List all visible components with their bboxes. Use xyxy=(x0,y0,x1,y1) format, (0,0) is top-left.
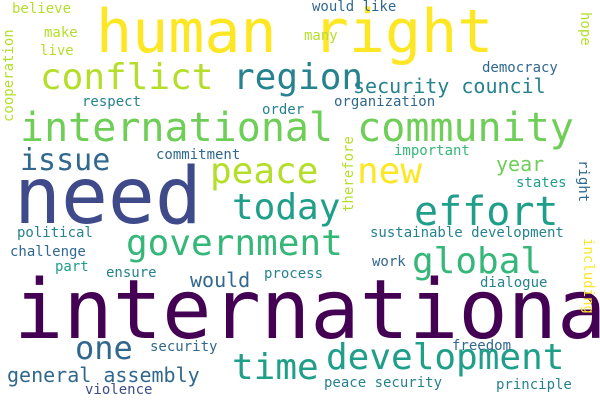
word-international-community: international community xyxy=(20,105,574,151)
word-process: process xyxy=(264,266,324,282)
word-make: make xyxy=(44,25,78,41)
word-respect: respect xyxy=(82,94,142,110)
word-issue: issue xyxy=(20,143,111,178)
word-time: time xyxy=(232,347,319,388)
word-would-like: would like xyxy=(312,0,397,15)
word-effort: effort xyxy=(414,189,559,235)
word-peace-security: peace security xyxy=(324,375,443,391)
word-need: need xyxy=(14,152,202,242)
word-dialogue: dialogue xyxy=(480,275,548,291)
word-general-assembly: general assembly xyxy=(7,363,200,387)
word-new: new xyxy=(357,151,423,192)
word-violence: violence xyxy=(85,382,153,398)
word-today: today xyxy=(232,187,341,228)
word-order: order xyxy=(262,102,305,118)
word-security: security xyxy=(150,339,218,355)
word-commitment: commitment xyxy=(156,147,241,163)
word-government: government xyxy=(126,223,343,264)
word-political: political xyxy=(17,225,93,241)
word-human-right: human right xyxy=(96,0,494,67)
word-organization: organization xyxy=(334,94,436,110)
word-therefore: therefore xyxy=(341,136,357,212)
word-important: important xyxy=(394,143,470,159)
word-including: including xyxy=(580,238,596,314)
word-development: development xyxy=(326,337,565,378)
word-freedom: freedom xyxy=(452,338,512,354)
word-region: region xyxy=(233,57,364,98)
word-one: one xyxy=(75,329,133,367)
word-believe: believe xyxy=(12,1,72,17)
word-live: live xyxy=(40,43,74,59)
word-ensure: ensure xyxy=(106,265,157,281)
word-hope: hope xyxy=(577,12,593,46)
word-part: part xyxy=(55,259,89,275)
word-right: right xyxy=(575,160,591,203)
word-work: work xyxy=(372,254,406,270)
word-cooperation: cooperation xyxy=(1,29,17,122)
word-democracy: democracy xyxy=(482,60,558,76)
word-principle: principle xyxy=(496,377,572,393)
word-conflict: conflict xyxy=(40,57,214,98)
word-sustainable-development: sustainable development xyxy=(370,225,564,241)
word-peace: peace xyxy=(210,151,319,192)
word-challenge: challenge xyxy=(10,244,86,260)
word-states: states xyxy=(516,175,567,191)
word-year: year xyxy=(496,152,545,176)
word-would: would xyxy=(190,268,251,292)
word-security-council: security council xyxy=(353,74,546,98)
word-many: many xyxy=(304,28,338,44)
word-global: global xyxy=(412,241,543,282)
word-international: international xyxy=(14,263,600,358)
